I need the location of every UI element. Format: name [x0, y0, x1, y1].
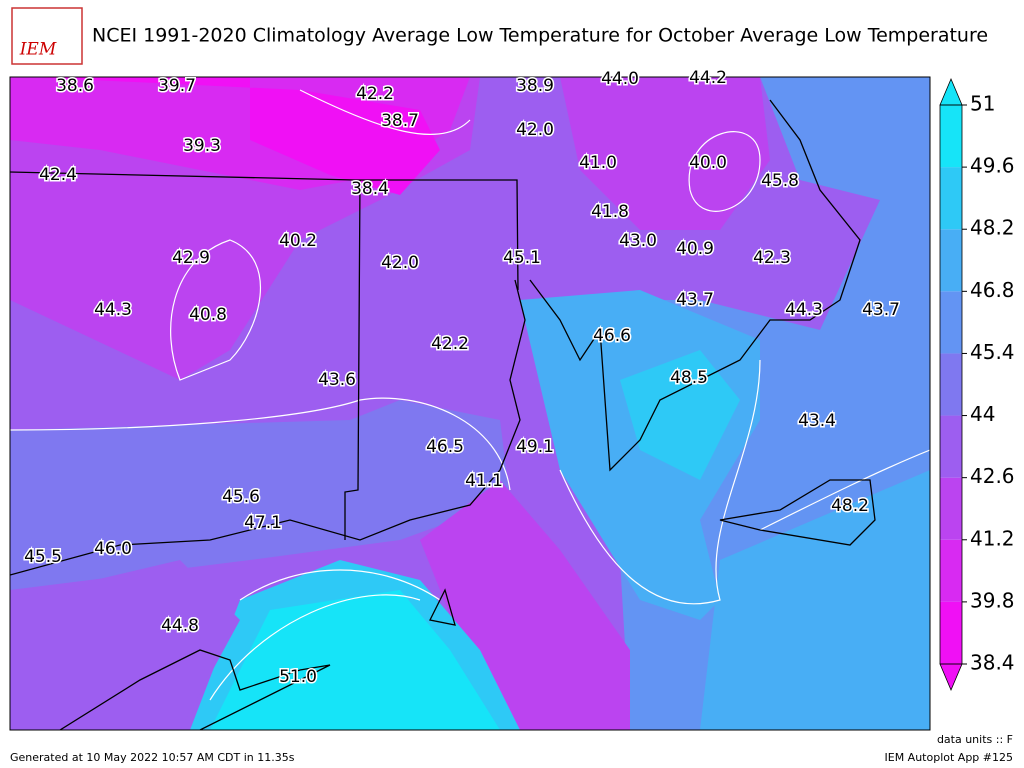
map — [10, 77, 930, 730]
station-label: 43.7 — [676, 290, 714, 310]
station-label: 42.0 — [516, 120, 554, 140]
station-label: 47.1 — [244, 513, 282, 533]
map-frame — [9, 76, 931, 731]
colorbar-bin — [940, 167, 962, 230]
colorbar-tick-label: 44 — [970, 402, 995, 426]
station-label: 44.2 — [689, 68, 727, 88]
colorbar-bin — [940, 477, 962, 540]
boundaries — [10, 99, 876, 730]
colorbar-bin — [940, 601, 962, 664]
station-label: 49.1 — [516, 437, 554, 457]
colorbar-tick-label: 46.8 — [970, 278, 1015, 302]
station-label: 51.0 — [279, 667, 317, 687]
region — [420, 480, 630, 730]
footer-units: data units :: F — [937, 733, 1013, 746]
station-label: 39.3 — [183, 136, 221, 156]
footer-generated: Generated at 10 May 2022 10:57 AM CDT in… — [10, 751, 295, 764]
colorbar-frame — [939, 104, 963, 665]
station-label: 45.6 — [222, 487, 260, 507]
station-label: 42.2 — [356, 84, 394, 104]
colorbar-bin — [940, 291, 962, 354]
station-label: 46.5 — [426, 437, 464, 457]
station-label: 40.0 — [689, 153, 727, 173]
colorbar-extend-high — [939, 77, 963, 106]
station-label: 43.4 — [798, 411, 836, 431]
logo-box — [11, 7, 83, 65]
footer-app: IEM Autoplot App #125 — [885, 751, 1014, 764]
colorbar-tick-label: 49.6 — [970, 154, 1015, 178]
colorbar-bin — [940, 415, 962, 478]
station-label: 44.0 — [601, 69, 639, 89]
station-label: 44.3 — [785, 300, 823, 320]
station-label: 43.7 — [862, 300, 900, 320]
colorbar-tick-label: 39.8 — [970, 588, 1015, 612]
station-label: 48.2 — [831, 496, 869, 516]
colorbar-tick-label: 38.4 — [970, 651, 1015, 675]
region — [10, 400, 510, 590]
station-label: 41.8 — [591, 202, 629, 222]
station-label: 42.4 — [39, 165, 77, 185]
region — [620, 350, 740, 480]
station-label: 48.5 — [670, 368, 708, 388]
station-label: 46.0 — [94, 539, 132, 559]
colorbar: 38.4 39.8 41.2 42.6 44 45.4 46.8 48.2 49.6 51 — [939, 77, 1015, 692]
colorbar-bin — [940, 353, 962, 416]
station-label: 41.1 — [465, 471, 503, 491]
colorbar-bin — [940, 105, 962, 168]
station-label: 38.4 — [351, 179, 389, 199]
region — [700, 470, 930, 730]
station-label: 42.9 — [172, 248, 210, 268]
logo-text: IEM — [19, 40, 57, 60]
station-label: 44.3 — [94, 300, 132, 320]
colorbar-tick-label: 45.4 — [970, 340, 1015, 364]
station-label: 43.0 — [619, 231, 657, 251]
station-label: 43.6 — [318, 370, 356, 390]
colorbar-tick-label: 41.2 — [970, 526, 1015, 550]
station-label: 39.7 — [158, 76, 196, 96]
colorbar-tick-label: 42.6 — [970, 464, 1015, 488]
region — [560, 77, 770, 230]
colorbar-bin — [940, 229, 962, 292]
title: NCEI 1991-2020 Climatology Average Low T… — [92, 25, 988, 47]
station-label: 42.2 — [431, 334, 469, 354]
station-label: 40.2 — [279, 231, 317, 251]
station-label: 45.8 — [761, 171, 799, 191]
station-label: 41.0 — [579, 153, 617, 173]
colorbar-tick-label: 51 — [970, 92, 995, 116]
station-label: 42.3 — [753, 248, 791, 268]
colorbar-bin — [940, 539, 962, 602]
station-label: 40.9 — [676, 239, 714, 259]
station-label: 45.5 — [24, 547, 62, 567]
colorbar-tick-label: 48.2 — [970, 216, 1015, 240]
logo: IEM — [11, 7, 83, 65]
colorbar-extend-low — [939, 663, 963, 692]
station-label: 38.9 — [516, 76, 554, 96]
station-label: 38.6 — [56, 76, 94, 96]
station-label: 46.6 — [593, 326, 631, 346]
station-label: 45.1 — [503, 248, 541, 268]
station-label: 44.8 — [161, 616, 199, 636]
contours — [10, 89, 930, 701]
region — [10, 560, 240, 730]
station-label: 42.0 — [381, 253, 419, 273]
region — [30, 77, 440, 195]
station-label: 38.7 — [381, 111, 419, 131]
region — [210, 590, 500, 730]
station-label: 40.8 — [189, 305, 227, 325]
station-labels: 38.6 39.7 42.2 38.9 44.0 44.2 38.7 42.0 39.3 41.0… — [23, 67, 902, 689]
